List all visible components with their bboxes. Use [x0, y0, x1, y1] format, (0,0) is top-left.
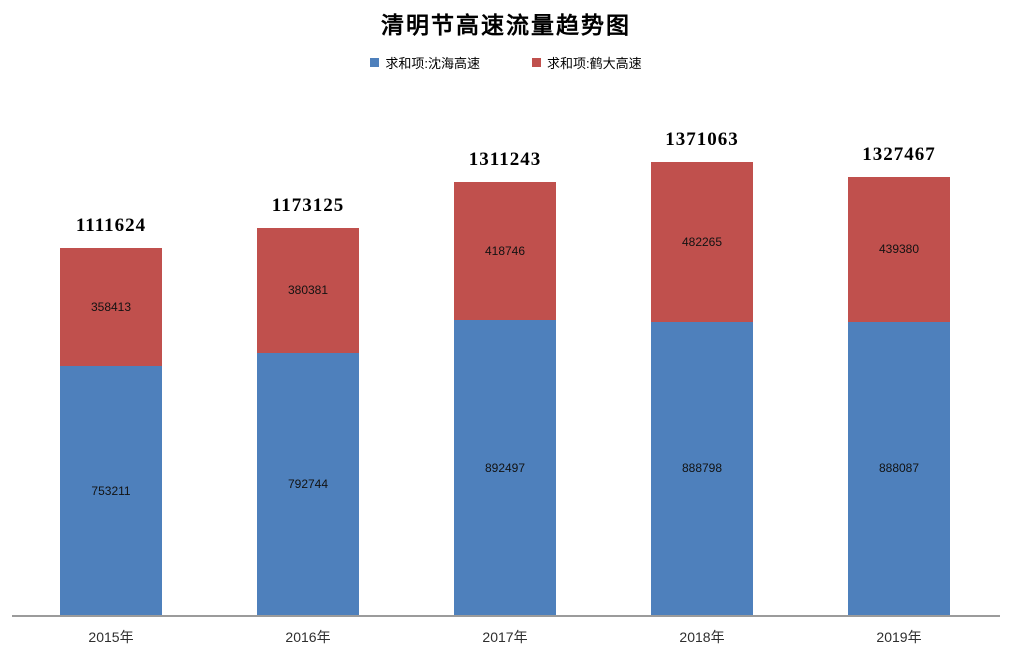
legend-item-shenhai: 求和项:沈海高速 [370, 53, 480, 72]
bar-segment-shenhai-2015年: 753211 [60, 366, 162, 615]
segment-value-label-heda-2016年: 380381 [287, 283, 329, 298]
total-label-2019年: 1327467 [862, 143, 936, 165]
bar-group-2019年: 439380 888087 [848, 176, 950, 615]
bar-segment-shenhai-2018年: 888798 [651, 321, 753, 615]
x-axis-label-2015年: 2015年 [88, 629, 134, 645]
total-label-2016年: 1173125 [271, 194, 345, 216]
bar-segment-heda-2019年: 439380 [848, 176, 950, 322]
bar-segment-heda-2016年: 380381 [257, 227, 359, 354]
x-axis-label-2017年: 2017年 [482, 629, 528, 645]
segment-value-label-heda-2015年: 358413 [90, 300, 132, 315]
bar-segment-shenhai-2016年: 792744 [257, 353, 359, 615]
x-axis-line [12, 615, 1000, 617]
bar-group-2017年: 418746 892497 [454, 182, 556, 615]
total-label-2017年: 1311243 [468, 149, 542, 171]
segment-value-label-shenhai-2016年: 792744 [287, 477, 329, 492]
bar-segment-heda-2017年: 418746 [454, 182, 556, 321]
bar-group-2016年: 380381 792744 [257, 227, 359, 615]
bar-segment-shenhai-2017年: 892497 [454, 320, 556, 615]
segment-value-label-shenhai-2018年: 888798 [681, 461, 723, 476]
chart-title: 清明节高速流量趋势图 [381, 12, 631, 38]
bar-segment-heda-2018年: 482265 [651, 162, 753, 322]
legend-label-heda: 求和项:鹤大高速 [547, 56, 642, 71]
bar-group-2015年: 358413 753211 [60, 247, 162, 615]
bar-group-2018年: 482265 888798 [651, 162, 753, 615]
total-label-2015年: 1111624 [75, 214, 147, 236]
legend-item-heda: 求和项:鹤大高速 [532, 53, 642, 72]
segment-value-label-shenhai-2017年: 892497 [484, 460, 526, 475]
bar-segment-heda-2015年: 358413 [60, 247, 162, 367]
total-label-2018年: 1371063 [665, 129, 739, 151]
legend-swatch-shenhai [370, 58, 380, 67]
x-axis-label-2019年: 2019年 [876, 629, 922, 645]
segment-value-label-heda-2017年: 418746 [484, 244, 526, 259]
segment-value-label-shenhai-2019年: 888087 [878, 461, 920, 476]
segment-value-label-shenhai-2015年: 753211 [91, 483, 131, 498]
legend: 求和项:沈海高速 求和项:鹤大高速 [0, 53, 1012, 72]
x-axis-label-2018年: 2018年 [679, 629, 725, 645]
segment-value-label-heda-2018年: 482265 [681, 234, 723, 249]
legend-swatch-heda [532, 58, 541, 67]
segment-value-label-heda-2019年: 439380 [878, 242, 920, 257]
x-axis-label-2016年: 2016年 [285, 629, 331, 645]
legend-label-shenhai: 求和项:沈海高速 [385, 56, 480, 71]
bar-segment-shenhai-2019年: 888087 [848, 321, 950, 615]
